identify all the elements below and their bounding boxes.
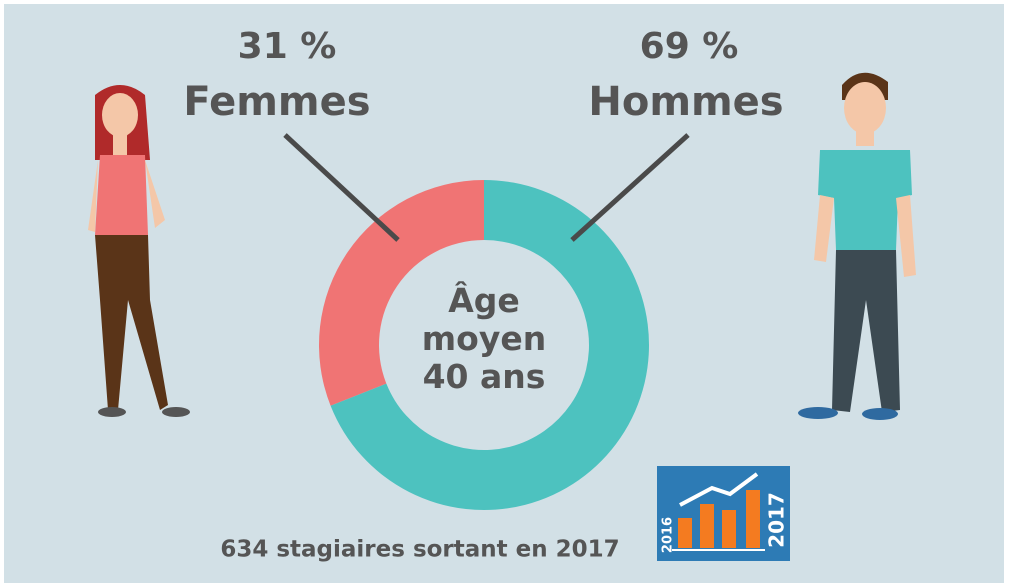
- icon-label: 2016: [661, 517, 676, 553]
- infographic: 31 % Femmes 69 % Hommes 634 stagiaires s…: [0, 0, 1009, 587]
- footer: 634 stagiaires sortant en 2017: [220, 537, 619, 563]
- legend-label: Hommes: [588, 79, 783, 125]
- center-text: Âge moyen 40 ans: [404, 282, 564, 396]
- icon-label: 2017: [765, 492, 789, 548]
- legend-label: Femmes: [183, 79, 370, 125]
- value-label: 69 %: [640, 26, 739, 67]
- value-label: 31 %: [238, 26, 337, 67]
